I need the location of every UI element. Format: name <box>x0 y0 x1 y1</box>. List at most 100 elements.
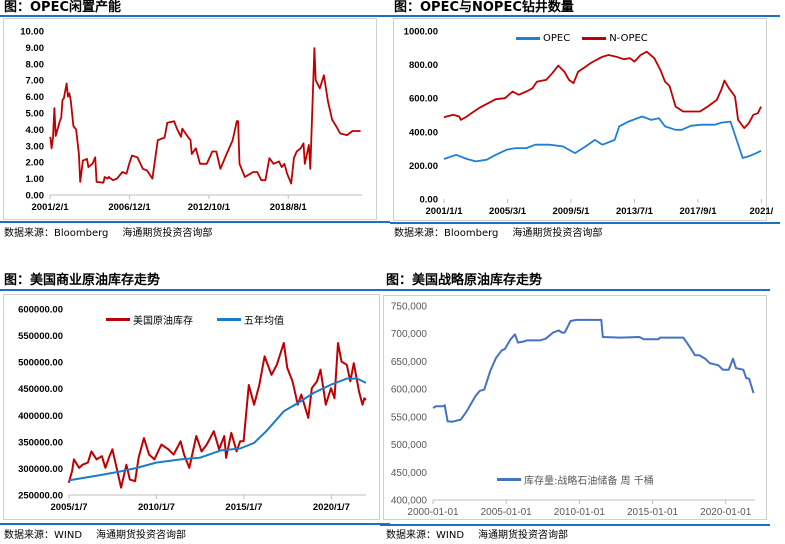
source-note: 数据来源：WIND 海通期货投资咨询部 <box>4 530 200 542</box>
y-tick-label: 500,000 <box>391 440 428 451</box>
legend-label: OPEC <box>543 33 571 44</box>
x-tick-label: 2001/1/1 <box>426 206 464 217</box>
legend-swatch-nopec <box>582 37 607 40</box>
x-tick-label: 2010/1/7 <box>138 502 175 513</box>
y-tick-label: 550,000 <box>391 412 428 423</box>
x-tick-label: 2001/2/1 <box>32 202 70 213</box>
y-tick-label: 5.00 <box>26 109 45 120</box>
chart-frame <box>383 295 767 520</box>
legend-label: 美国原油库存 <box>133 316 193 327</box>
legend-label: N-OPEC <box>609 33 648 44</box>
chart-frame <box>3 294 380 520</box>
org-text: 海通期货投资咨询部 <box>512 228 603 239</box>
chart-title: 图：OPEC闲置产能 <box>4 0 122 15</box>
chart-legend: OPEC N-OPEC <box>516 33 660 44</box>
y-tick-label: 600,000 <box>391 385 428 396</box>
y-tick-label: 300000.00 <box>18 464 63 475</box>
legend-swatch-opec <box>516 37 540 40</box>
y-tick-label: 400000.00 <box>18 411 63 422</box>
series-line-0 <box>432 318 755 423</box>
chart-title: 图：OPEC与NOPEC钻井数量 <box>394 0 574 15</box>
x-tick-label: 2006/12/1 <box>108 202 151 213</box>
legend-swatch-spr <box>497 478 521 481</box>
x-tick-label: 2000-01-01 <box>407 507 459 518</box>
y-tick-label: 4.00 <box>26 125 45 136</box>
y-tick-label: 1000.00 <box>404 27 438 38</box>
org-text: 海通期货投资咨询部 <box>478 530 569 541</box>
series-line-1 <box>443 50 762 129</box>
us-commercial-crude-inventory-chart: 250000.00 300000.00 350000.00 400000.00 4500… <box>18 305 367 513</box>
org-text: 海通期货投资咨询部 <box>96 530 187 541</box>
y-tick-label: 800.00 <box>409 60 438 71</box>
legend-swatch-five-year-avg <box>217 318 241 321</box>
y-tick-label: 700,000 <box>391 329 428 340</box>
source-text: 数据来源：Bloomberg <box>4 228 109 239</box>
opec-spare-capacity-chart: 0.00 1.00 2.00 3.00 4.00 5.00 6.00 7.00 8.00 9.00… <box>20 27 362 213</box>
legend-label: 五年均值 <box>244 316 284 327</box>
legend-label: 库存量:战略石油储备 周 千桶 <box>524 476 654 487</box>
chart-title: 图：美国战略原油库存走势 <box>386 273 543 288</box>
x-tick-label: 2018/8/1 <box>270 202 308 213</box>
source-divider <box>0 221 390 223</box>
chart-legend: 库存量:战略石油储备 周 千桶 <box>497 472 666 487</box>
chart-title: 图：美国商业原油库存走势 <box>4 273 161 288</box>
y-tick-label: 500000.00 <box>18 358 63 369</box>
y-tick-label: 400,000 <box>391 496 428 507</box>
y-tick-label: 0.00 <box>26 191 45 202</box>
source-text: 数据来源：Bloomberg <box>394 228 499 239</box>
org-text: 海通期货投资咨询部 <box>122 228 213 239</box>
y-tick-label: 750,000 <box>391 302 428 313</box>
x-tick-label: 2009/5/1 <box>552 206 590 217</box>
y-tick-label: 650,000 <box>391 357 428 368</box>
x-tick-label: 2020/1/7 <box>313 502 350 513</box>
x-tick-label: 2015-01-01 <box>627 507 679 518</box>
source-divider <box>0 523 390 525</box>
y-tick-label: 450,000 <box>391 468 428 479</box>
x-tick-label: 2012/10/1 <box>188 202 231 213</box>
y-tick-label: 6.00 <box>26 92 45 103</box>
legend-swatch-crude-inventory <box>106 318 130 321</box>
y-tick-label: 450000.00 <box>18 384 63 395</box>
source-note: 数据来源：WIND 海通期货投资咨询部 <box>386 530 582 542</box>
y-tick-label: 10.00 <box>20 27 44 38</box>
y-tick-label: 2.00 <box>26 158 45 169</box>
y-tick-label: 600000.00 <box>18 305 63 316</box>
source-text: 数据来源：WIND <box>4 530 83 541</box>
x-tick-label: 2021/ <box>750 206 774 217</box>
y-tick-label: 8.00 <box>26 59 45 70</box>
y-tick-label: 350000.00 <box>18 437 63 448</box>
x-tick-label: 2020-01-01 <box>700 507 752 518</box>
chart-legend: 美国原油库存 五年均值 <box>106 312 296 327</box>
x-tick-label: 2013/7/1 <box>616 206 654 217</box>
series-line-0 <box>49 47 361 185</box>
x-tick-label: 2015/1/7 <box>225 502 262 513</box>
y-tick-label: 250000.00 <box>18 491 63 502</box>
title-divider <box>380 289 770 291</box>
x-tick-label: 2017/9/1 <box>680 206 718 217</box>
source-divider <box>390 222 780 224</box>
opec-nopec-rig-count-chart: 0.00 200.00 400.00 600.00 800.00 1000.00 2001/… <box>404 27 774 218</box>
series-line-1 <box>68 377 367 482</box>
y-tick-label: 7.00 <box>26 76 45 87</box>
series-line-0 <box>67 342 367 489</box>
y-tick-label: 200.00 <box>409 161 438 172</box>
series-line-0 <box>443 115 762 163</box>
source-note: 数据来源：Bloomberg 海通期货投资咨询部 <box>394 228 616 240</box>
y-tick-label: 0.00 <box>420 195 439 206</box>
x-tick-label: 2005/1/7 <box>51 502 88 513</box>
title-divider <box>0 289 390 291</box>
y-tick-label: 600.00 <box>409 94 438 105</box>
title-divider <box>390 15 780 17</box>
y-tick-label: 1.00 <box>26 174 45 185</box>
x-tick-label: 2005-01-01 <box>481 507 533 518</box>
chart-frame <box>3 18 377 220</box>
source-text: 数据来源：WIND <box>386 530 465 541</box>
source-divider <box>380 524 770 526</box>
us-strategic-petroleum-reserve-chart: 400,000 450,000 500,000 550,000 600,000 650,0… <box>391 302 755 518</box>
y-tick-label: 9.00 <box>26 43 45 54</box>
x-tick-label: 2010-01-01 <box>554 507 606 518</box>
y-tick-label: 400.00 <box>409 127 438 138</box>
chart-frame <box>393 18 767 221</box>
source-note: 数据来源：Bloomberg 海通期货投资咨询部 <box>4 228 226 240</box>
title-divider <box>0 15 390 17</box>
